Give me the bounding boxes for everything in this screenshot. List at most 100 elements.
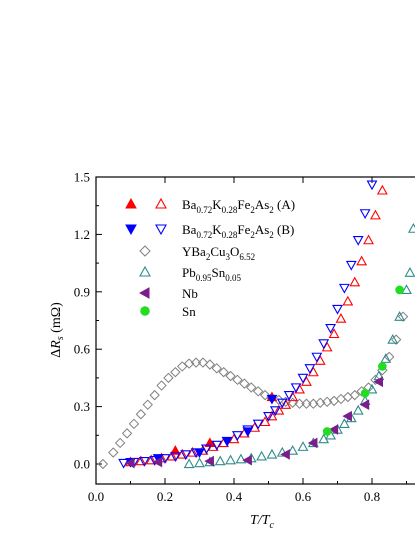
data-point xyxy=(142,399,153,410)
data-point xyxy=(359,209,371,219)
x-tick-label: 0.4 xyxy=(226,489,243,504)
data-point xyxy=(294,398,305,409)
data-point xyxy=(395,285,404,295)
legend-marker xyxy=(125,197,137,209)
data-point xyxy=(145,454,157,465)
data-point xyxy=(307,437,318,449)
data-point xyxy=(287,397,298,408)
data-point-filled xyxy=(242,427,254,438)
data-point xyxy=(373,376,383,388)
legend-label: YBa2Cu3O6.52 xyxy=(182,244,255,262)
x-tick-label: 0.0 xyxy=(88,489,104,504)
data-point xyxy=(359,399,370,411)
legend-entry: Nb xyxy=(138,286,198,301)
series-1 xyxy=(118,180,378,469)
data-point xyxy=(378,362,387,371)
data-point xyxy=(328,328,340,339)
data-point xyxy=(138,456,150,467)
legend-marker xyxy=(140,306,150,316)
y-tick-label: 0.9 xyxy=(74,284,90,299)
data-point xyxy=(297,441,309,451)
data-point xyxy=(366,383,378,394)
data-point xyxy=(128,418,140,430)
data-point xyxy=(380,353,392,363)
data-point xyxy=(214,455,226,466)
data-point-filled xyxy=(221,436,233,447)
legend-marker xyxy=(139,245,151,257)
data-point-filled xyxy=(194,448,205,459)
data-point xyxy=(235,453,247,464)
legend-marker xyxy=(155,224,167,236)
data-point xyxy=(266,448,278,459)
series-2 xyxy=(97,311,409,470)
data-point xyxy=(280,449,290,460)
data-point xyxy=(170,366,181,378)
data-point xyxy=(349,276,361,287)
data-point xyxy=(390,334,402,345)
data-point xyxy=(232,431,243,441)
data-point xyxy=(156,380,167,391)
data-point xyxy=(273,394,285,406)
legend-marker xyxy=(139,265,151,277)
data-point xyxy=(163,372,174,384)
data-point xyxy=(135,409,147,420)
data-point xyxy=(297,373,309,384)
data-point xyxy=(159,454,171,464)
legend-label: Ba0.72K0.28Fe2As2 (B) xyxy=(182,222,294,240)
data-point xyxy=(242,454,252,466)
data-point xyxy=(301,398,312,409)
data-point xyxy=(204,455,214,467)
x-tick-label: 0.6 xyxy=(295,489,312,504)
data-point xyxy=(121,428,133,439)
legend-label: Nb xyxy=(182,286,198,301)
data-point xyxy=(352,404,364,415)
y-axis-label: ΔRs (mΩ) xyxy=(49,302,66,358)
plot-border xyxy=(95,176,415,485)
data-point xyxy=(325,324,337,334)
data-point xyxy=(124,457,135,469)
data-point xyxy=(246,382,257,393)
data-point xyxy=(197,357,209,368)
legend-marker xyxy=(125,224,137,236)
data-point xyxy=(283,390,295,401)
data-point xyxy=(187,446,199,457)
data-point xyxy=(345,260,357,271)
data-point xyxy=(370,374,381,386)
data-point xyxy=(259,389,271,401)
data-point xyxy=(239,378,250,389)
data-point xyxy=(338,418,350,428)
legend-label: Pb0.95Sn0.05 xyxy=(182,265,241,283)
data-point xyxy=(404,267,415,277)
data-point-filled xyxy=(170,445,181,455)
data-point xyxy=(183,458,195,469)
data-point xyxy=(252,386,264,397)
data-point xyxy=(180,450,192,461)
data-point xyxy=(211,440,223,451)
legend-label: Ba0.72K0.28Fe2As2 (A) xyxy=(182,197,295,215)
data-point xyxy=(135,455,147,466)
data-point xyxy=(322,427,332,436)
data-point xyxy=(370,209,381,220)
y-tick-label: 0.3 xyxy=(74,399,90,414)
data-point xyxy=(387,334,399,344)
data-point xyxy=(311,352,323,363)
data-point xyxy=(397,311,409,322)
data-point xyxy=(360,388,370,398)
series-4 xyxy=(124,376,383,469)
y-tick-label: 0.6 xyxy=(74,342,91,357)
data-point xyxy=(376,184,388,195)
data-point xyxy=(356,255,368,266)
data-point xyxy=(269,406,281,417)
plot-frame xyxy=(95,176,415,485)
data-point xyxy=(352,235,364,246)
data-point xyxy=(335,312,347,323)
y-tick-label: 1.2 xyxy=(74,227,90,242)
legend-marker xyxy=(155,197,167,209)
data-point xyxy=(194,457,205,468)
data-point xyxy=(232,374,243,386)
data-point xyxy=(338,283,350,294)
series-layer xyxy=(97,180,415,470)
legend-entry: YBa2Cu3O6.52 xyxy=(139,244,255,262)
data-point xyxy=(263,412,274,422)
